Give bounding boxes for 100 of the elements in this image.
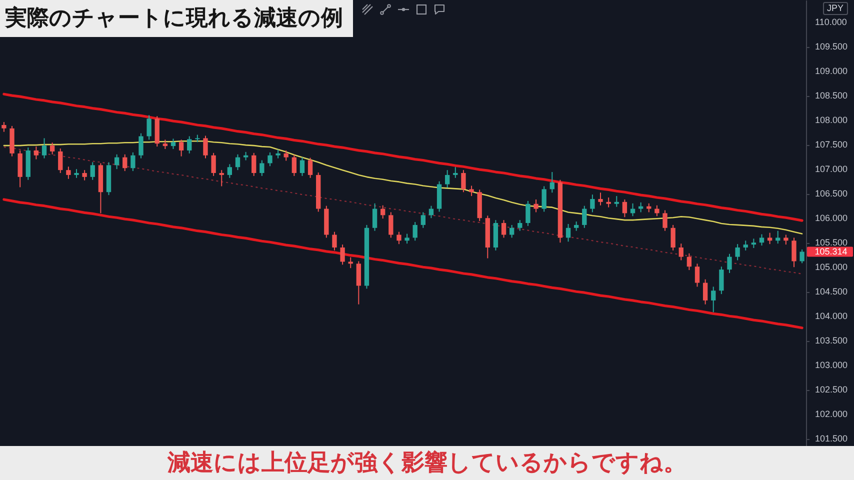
candlestick xyxy=(743,240,748,251)
candlestick xyxy=(170,138,176,150)
y-tick-label: 101.500 xyxy=(815,434,848,444)
candlestick xyxy=(727,253,732,274)
y-tick-label: 104.500 xyxy=(815,286,848,297)
candlestick xyxy=(453,166,458,178)
candlestick xyxy=(412,222,418,242)
candlestick xyxy=(42,138,47,159)
candlestick xyxy=(227,164,232,178)
candlestick xyxy=(501,220,506,238)
y-tick-label: 107.500 xyxy=(815,140,848,150)
candlestick xyxy=(332,231,337,251)
candlestick xyxy=(396,231,402,245)
text: 減速には上位足が強く影響しているからですね。 xyxy=(0,446,854,480)
candlestick xyxy=(380,204,386,220)
candlestick xyxy=(2,122,6,132)
line-series xyxy=(3,146,803,275)
candlestick xyxy=(542,186,546,212)
candlestick xyxy=(187,136,192,154)
candlestick xyxy=(235,154,240,171)
candlestick xyxy=(469,185,474,197)
line-series xyxy=(2,92,804,222)
candlestick xyxy=(759,234,764,246)
candlestick xyxy=(66,166,71,180)
candlestick xyxy=(178,139,184,157)
candlestick xyxy=(138,132,144,159)
candlestick xyxy=(582,205,587,228)
candlestick xyxy=(203,135,208,159)
candlestick xyxy=(614,196,619,208)
candlestick xyxy=(404,233,410,244)
candlestick xyxy=(58,148,63,174)
y-tick-label: 107.000 xyxy=(815,164,848,174)
line-series xyxy=(2,198,804,330)
candlestick xyxy=(114,154,120,170)
candlestick xyxy=(211,152,216,176)
candlestick xyxy=(792,237,796,268)
candlestick xyxy=(268,152,272,167)
candlestick xyxy=(146,114,152,140)
candlestick xyxy=(800,248,804,264)
candlestick xyxy=(509,224,514,238)
candlestick xyxy=(767,232,772,245)
candlestick xyxy=(776,230,780,244)
candlestick xyxy=(461,170,466,193)
candlestick xyxy=(702,278,708,305)
candlestick xyxy=(784,234,788,246)
candlestick xyxy=(348,256,353,269)
candlestick xyxy=(356,260,361,305)
y-tick-label: 110.000 xyxy=(815,17,847,28)
y-tick-label: 104.000 xyxy=(815,311,848,322)
candlestick xyxy=(574,221,579,232)
candlestick xyxy=(388,212,394,238)
candlestick xyxy=(598,192,603,206)
y-tick-label: 105.000 xyxy=(815,262,848,272)
candlestick xyxy=(122,154,128,172)
candlestick xyxy=(420,212,426,228)
y-tick-label: 109.000 xyxy=(815,66,848,76)
candlestick xyxy=(590,194,595,213)
candlestick xyxy=(372,202,378,232)
candlestick xyxy=(162,139,168,150)
y-tick-label: 109.500 xyxy=(815,42,848,52)
text: 105.314 xyxy=(814,246,848,257)
candlestick xyxy=(292,154,297,176)
candlestick xyxy=(50,142,55,155)
candlestick xyxy=(534,198,538,213)
candlestick xyxy=(518,220,522,232)
y-tick-label: 102.500 xyxy=(815,384,848,395)
candlestick xyxy=(606,197,611,208)
candlestick xyxy=(566,223,571,242)
candlestick xyxy=(90,162,95,180)
candlestick xyxy=(751,238,756,248)
y-tick-label: 102.000 xyxy=(815,409,848,420)
candlestick xyxy=(694,263,700,288)
y-tick-label: 106.500 xyxy=(815,188,848,199)
candlestick xyxy=(18,150,22,188)
candlestick xyxy=(260,160,264,176)
candlestick xyxy=(662,210,668,232)
y-tick-label: 103.500 xyxy=(815,336,848,346)
candlestick xyxy=(678,243,684,261)
candlestick xyxy=(284,150,288,162)
candlestick xyxy=(308,157,313,178)
candlestick xyxy=(735,244,740,261)
candlestick xyxy=(428,205,434,219)
candlestick xyxy=(252,152,256,176)
candlestick xyxy=(638,202,644,213)
candlestick xyxy=(719,266,724,295)
candlestick xyxy=(654,204,660,217)
y-tick-label: 108.500 xyxy=(815,90,848,101)
candlestick xyxy=(82,170,87,181)
y-tick-label: 103.000 xyxy=(815,360,848,370)
y-axis-title: JPY xyxy=(823,2,848,15)
candlestick xyxy=(130,152,136,172)
candlestick xyxy=(340,244,345,266)
candlestick xyxy=(622,198,628,218)
y-tick-label: 106.000 xyxy=(815,213,848,224)
chart-title: 実際のチャートに現れる減速の例 xyxy=(0,0,353,37)
y-tick-label: 105.500 xyxy=(815,238,848,248)
candlestick xyxy=(711,286,716,313)
candlestick xyxy=(219,170,224,187)
candlestick xyxy=(300,156,305,176)
candlestick xyxy=(526,200,530,226)
